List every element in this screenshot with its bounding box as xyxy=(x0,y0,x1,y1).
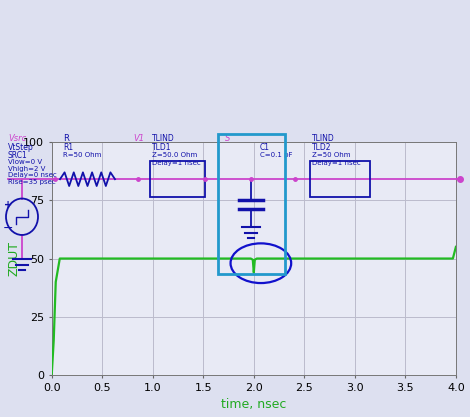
Text: Z=50 Ohm: Z=50 Ohm xyxy=(312,152,351,158)
Text: Vlow=0 V: Vlow=0 V xyxy=(8,159,42,165)
Text: SRC1: SRC1 xyxy=(8,151,28,160)
Text: Delay=1 nsec: Delay=1 nsec xyxy=(312,160,361,166)
Text: TLIND: TLIND xyxy=(152,133,175,143)
Text: S: S xyxy=(225,133,230,143)
Text: VtStep: VtStep xyxy=(8,143,34,152)
Text: C1: C1 xyxy=(260,143,270,152)
Text: Rise=35 psec: Rise=35 psec xyxy=(8,179,56,185)
X-axis label: time, nsec: time, nsec xyxy=(221,399,287,412)
Text: R1: R1 xyxy=(63,143,73,152)
Bar xyxy=(310,161,370,197)
Text: Z=50.0 Ohm: Z=50.0 Ohm xyxy=(152,152,197,158)
Bar xyxy=(218,133,285,274)
Text: +: + xyxy=(4,201,12,210)
Text: V1: V1 xyxy=(133,133,144,143)
Text: R=50 Ohm: R=50 Ohm xyxy=(63,152,102,158)
Y-axis label: ZDUT: ZDUT xyxy=(7,241,20,276)
Text: C=0.1 pF: C=0.1 pF xyxy=(260,152,292,158)
Text: Delay=0 nsec: Delay=0 nsec xyxy=(8,172,57,178)
Text: Vsrc: Vsrc xyxy=(8,133,26,143)
Bar xyxy=(150,161,205,197)
Text: R: R xyxy=(63,133,69,143)
Text: TLD2: TLD2 xyxy=(312,143,331,152)
Text: Delay=1 nsec: Delay=1 nsec xyxy=(152,160,201,166)
Text: TLD1: TLD1 xyxy=(152,143,172,152)
Text: Vhigh=2 V: Vhigh=2 V xyxy=(8,166,46,171)
Text: TLIND: TLIND xyxy=(312,133,335,143)
Text: −: − xyxy=(3,222,13,235)
